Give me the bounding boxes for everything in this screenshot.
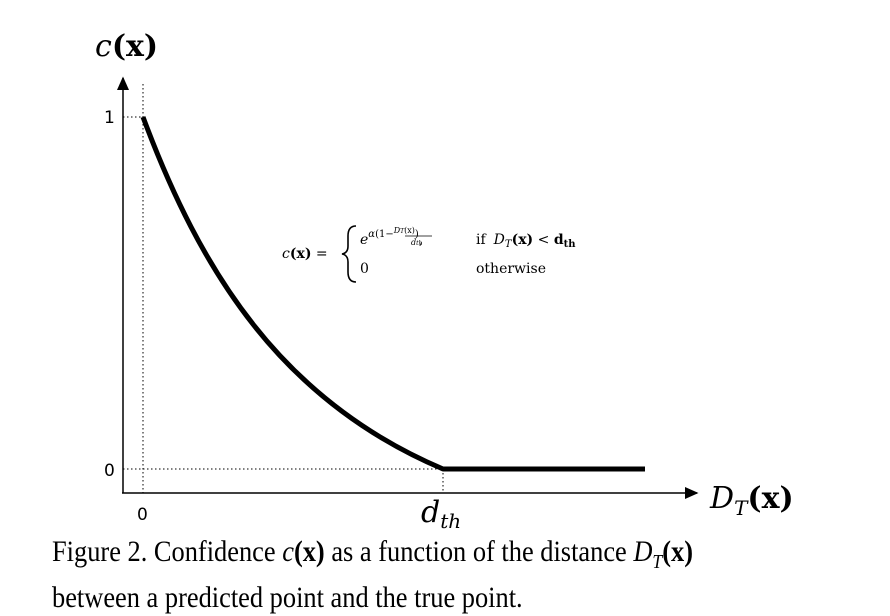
formula: c(x) = eα(1−DT(x)), dth if DT(x) < dth 0 …: [282, 225, 576, 283]
formula-lhs: c(x) =: [282, 246, 328, 262]
x-tick-0: 0: [137, 505, 148, 525]
formula-case2: 0: [360, 261, 369, 277]
y-tick-0: 0: [104, 461, 115, 481]
confidence-curve: [140, 116, 645, 472]
caption-line-1: Figure 2. Confidence c(x) as a function …: [52, 535, 694, 573]
figure-caption: Figure 2. Confidence c(x) as a function …: [52, 534, 774, 616]
chart-figure: 1 0 0 dth c(x) DT(x) c(x) = eα(1−DT(x)),…: [95, 29, 794, 533]
x-tick-dth: dth: [421, 495, 461, 530]
formula-case1: eα(1−DT(x)),: [360, 226, 423, 248]
chart-svg: 1 0 0 dth c(x) DT(x) c(x) = eα(1−DT(x)),…: [95, 29, 794, 533]
y-tick-1: 1: [104, 108, 115, 128]
caption-line-2: between a predicted point and the true p…: [52, 581, 523, 614]
formula-cond1: if DT(x) < dth: [476, 232, 576, 250]
formula-cond2: otherwise: [476, 261, 546, 277]
svg-text:dth: dth: [411, 238, 423, 247]
x-axis-label: DT(x): [709, 481, 794, 520]
y-axis-label: c(x): [95, 29, 158, 64]
